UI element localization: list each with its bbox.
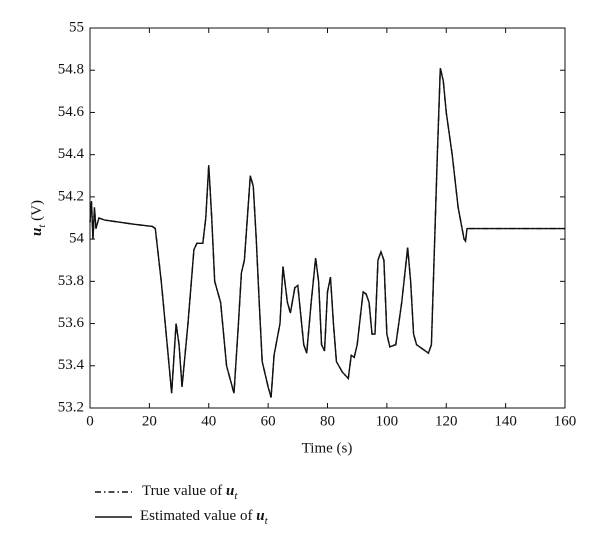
legend-label: Estimated value of ut — [140, 508, 269, 526]
x-axis-label: Time (s) — [302, 440, 353, 456]
y-tick-label: 54.2 — [58, 188, 84, 204]
data-line — [89, 67, 565, 398]
x-tick-label: 60 — [261, 413, 276, 429]
y-label-var: u — [29, 228, 45, 236]
y-tick-label: 53.8 — [58, 273, 84, 289]
y-tick-label: 53.2 — [58, 399, 84, 415]
y-tick-label: 54.6 — [58, 104, 85, 120]
x-tick-label: 40 — [201, 413, 216, 429]
y-tick-label: 54 — [69, 231, 85, 247]
y-axis-label: ut (V) — [29, 200, 47, 236]
y-tick-label: 55 — [69, 19, 84, 35]
legend-label: True value of ut — [142, 483, 238, 501]
y-tick-label: 53.6 — [58, 315, 85, 331]
y-tick-label: 54.4 — [58, 146, 85, 162]
legend-text-part: u — [256, 508, 264, 524]
x-tick-label: 120 — [435, 413, 458, 429]
x-tick-label: 140 — [494, 413, 517, 429]
legend-text-part: Estimated value of — [140, 508, 256, 524]
x-tick-label: 20 — [142, 413, 157, 429]
legend-text-part: u — [226, 483, 234, 499]
y-label-unit: (V) — [29, 200, 45, 225]
y-tick-label: 54.8 — [58, 62, 84, 78]
legend-text-part: True value of — [142, 483, 226, 499]
y-label-sub: t — [36, 224, 48, 228]
data-line — [89, 67, 565, 398]
x-tick-label: 0 — [86, 413, 94, 429]
legend-text-part: t — [265, 515, 269, 527]
x-tick-label: 80 — [320, 413, 335, 429]
x-tick-label: 100 — [376, 413, 399, 429]
x-tick-label: 160 — [554, 413, 577, 429]
y-tick-label: 53.4 — [58, 357, 85, 373]
legend-text-part: t — [234, 490, 238, 502]
plot-frame — [89, 27, 566, 409]
